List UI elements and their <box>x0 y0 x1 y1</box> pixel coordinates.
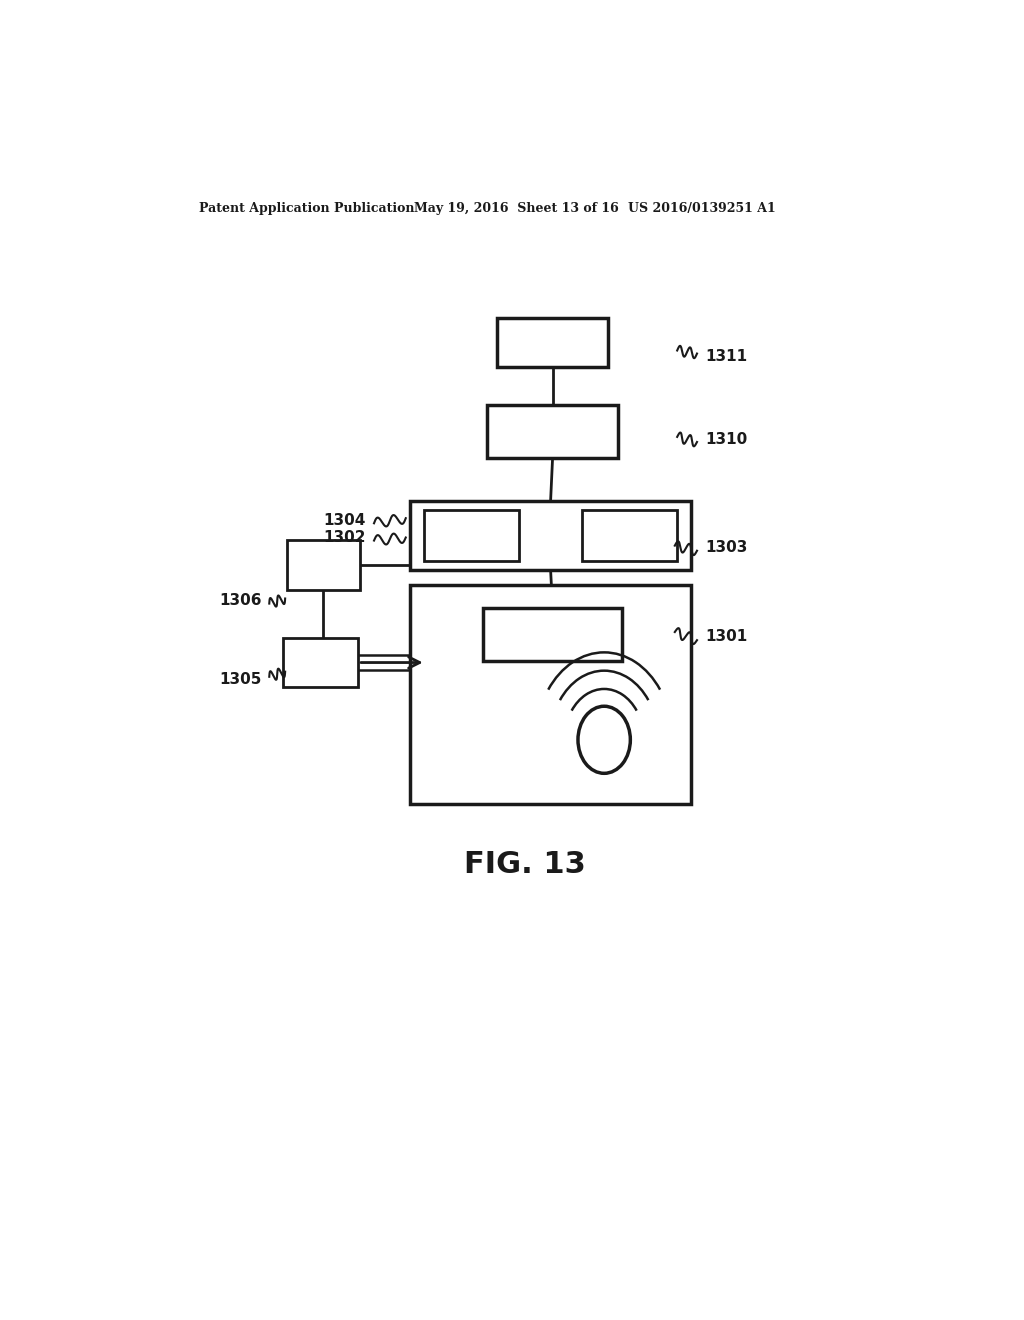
FancyBboxPatch shape <box>283 638 358 686</box>
Text: 1301: 1301 <box>706 628 748 644</box>
Text: 1302: 1302 <box>324 531 367 545</box>
FancyBboxPatch shape <box>410 585 691 804</box>
FancyBboxPatch shape <box>497 318 608 367</box>
Text: 1303: 1303 <box>706 540 749 556</box>
Text: FIG. 13: FIG. 13 <box>464 850 586 879</box>
Text: 1310: 1310 <box>706 433 748 447</box>
FancyBboxPatch shape <box>287 540 359 590</box>
FancyBboxPatch shape <box>483 607 622 660</box>
Text: May 19, 2016  Sheet 13 of 16: May 19, 2016 Sheet 13 of 16 <box>414 202 618 215</box>
Text: 1304: 1304 <box>324 512 367 528</box>
Text: 1306: 1306 <box>219 593 261 609</box>
Text: Patent Application Publication: Patent Application Publication <box>200 202 415 215</box>
FancyBboxPatch shape <box>582 510 677 561</box>
FancyBboxPatch shape <box>410 500 691 570</box>
Text: 1311: 1311 <box>706 348 748 364</box>
Text: US 2016/0139251 A1: US 2016/0139251 A1 <box>628 202 776 215</box>
Text: 1305: 1305 <box>219 672 261 688</box>
FancyBboxPatch shape <box>487 405 618 458</box>
FancyBboxPatch shape <box>424 510 519 561</box>
